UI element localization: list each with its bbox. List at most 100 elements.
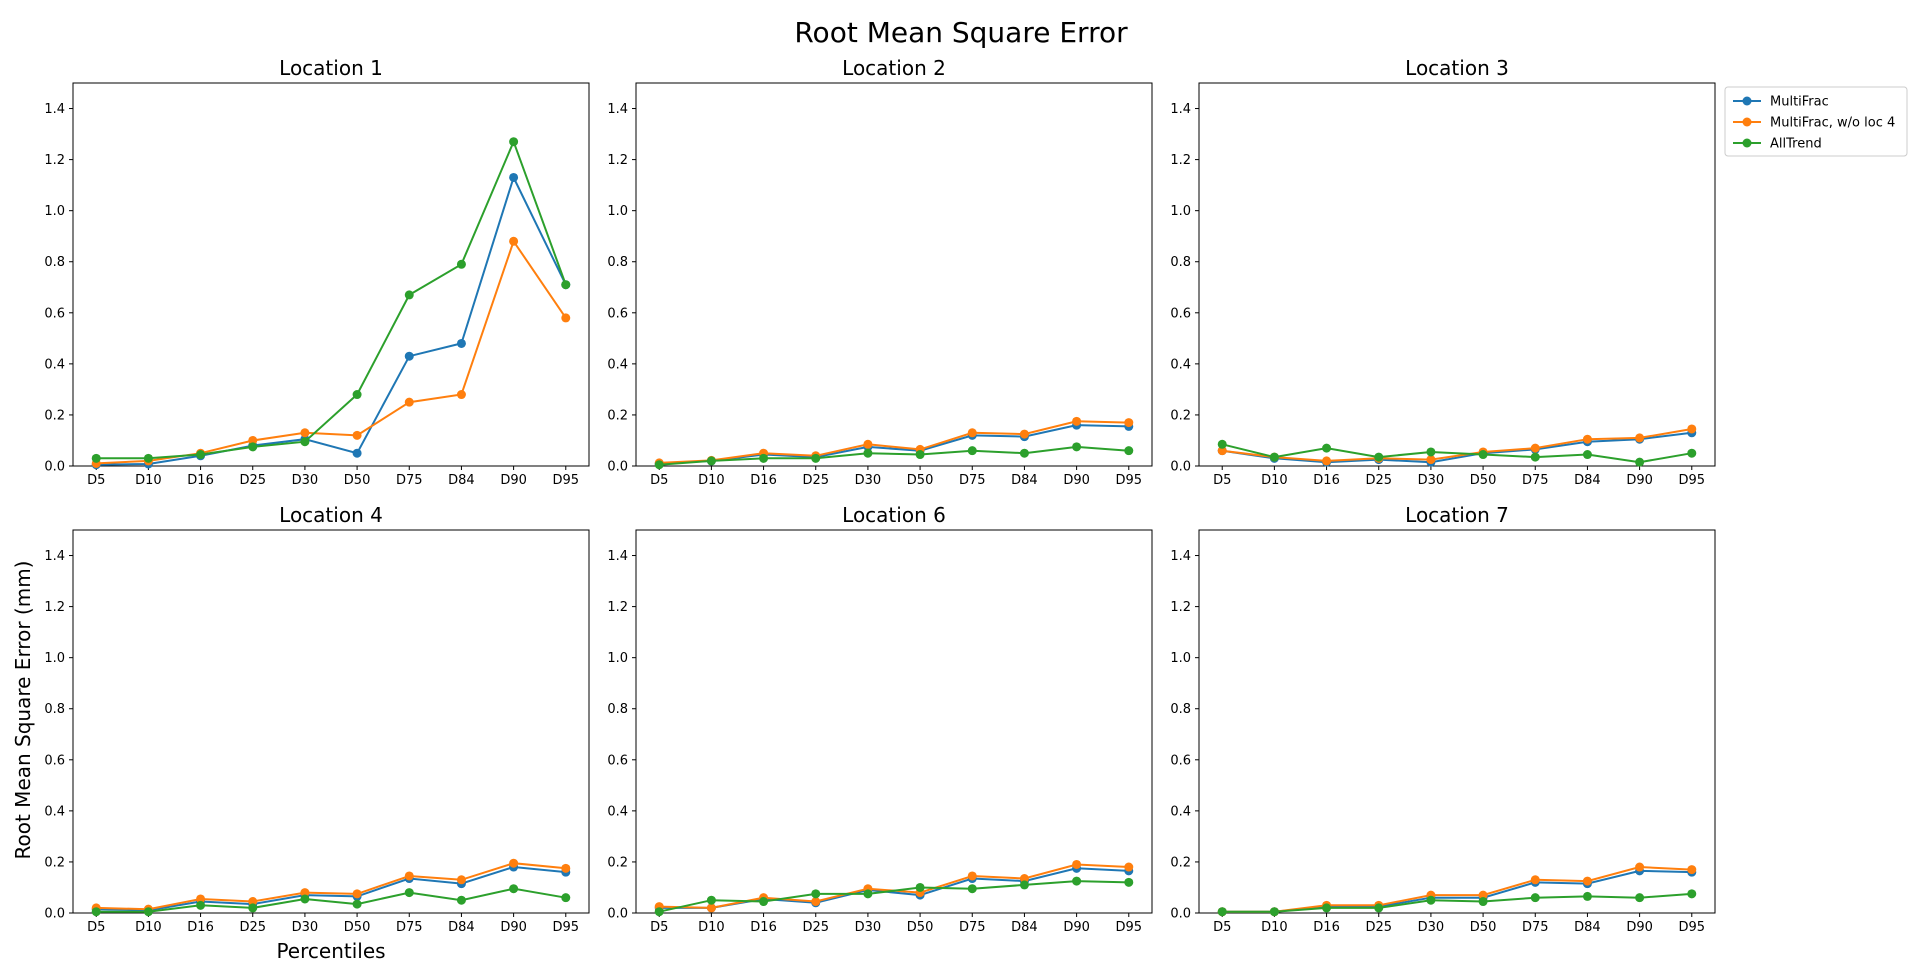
panel-3: Location 3 0.0 0.2 0.4 0.6 0.8 1.0 1.2 1.4 D5 D10 D… [1170,56,1716,488]
panel-5-series-multifrac-w-o-loc-4-point [706,903,716,913]
panel-3-series-alltrend-point [1635,457,1645,467]
panel-6-series-alltrend-line [1222,892,1692,913]
panel-5-series-alltrend-point [1019,880,1029,890]
panel-1-ytick-label: 1.2 [44,153,65,168]
panel-4-series-multifrac-w-o-loc-4-point [300,888,310,898]
panel-1-ytick-label: 0.8 [44,255,65,270]
panel-1-ytick-label: 1.0 [44,204,65,219]
panel-6-series-multifrac-w-o-loc-4-point [1687,865,1697,875]
panel-4-series-alltrend-point [561,893,571,903]
panel-5-series-alltrend-point [1072,876,1082,886]
panel-2-ytick-label: 1.0 [607,204,628,219]
panel-1-series-multifrac-line [96,174,567,466]
panel-1-xtick-label: D30 [292,473,319,488]
panel-3-ytick-label: 1.2 [1170,153,1191,168]
panel-6-series-multifrac [1217,866,1697,917]
panel-4-xtick-label: D25 [239,920,266,935]
panel-1-ytick-label: 0.2 [44,408,65,423]
panel-3-series-multifrac-w-o-loc-4-point [1635,433,1645,443]
panel-5-xtick-label: D5 [650,920,668,935]
panel-6-xtick-label: D50 [1470,920,1497,935]
panel-6-frame [1198,529,1716,914]
panel-2-series-alltrend-point [654,460,664,470]
panel-6-ytick-label: 0.0 [1170,907,1191,922]
panel-2-series-alltrend-line [659,445,1129,466]
panel-2-ytick-label: 0.6 [607,306,628,321]
panel-2: Location 2 0.0 0.2 0.4 0.6 0.8 1.0 1.2 1.4 D5 D10 D… [607,56,1153,488]
panel-1-series-multifrac-point [352,448,362,458]
panel-3-xtick-label: D50 [1470,473,1497,488]
panel-3-series-alltrend-point [1478,450,1488,460]
panel-1-xtick-label: D90 [500,473,527,488]
panel-5-series-multifrac-line [659,867,1129,909]
panel-3-series-alltrend-line [1221,443,1692,464]
panel-6-series-alltrend-point [1269,907,1279,917]
panel-5-xtick-label: D75 [959,920,986,935]
panel-2-xtick-label: D50 [907,473,934,488]
panel-4-series-multifrac-w-o-loc-4-point [352,889,362,899]
panel-1-series-alltrend-point [404,290,414,300]
panel-6-xtick-label: D10 [1261,920,1288,935]
panel-3-ytick-label: 1.0 [1170,204,1191,219]
panel-6-xtick-label: D90 [1626,920,1653,935]
panel-3-series-multifrac-line [1222,431,1692,464]
panel-5-ytick-label: 1.4 [607,549,628,564]
panel-4-series-multifrac-w-o-loc-4 [91,858,571,914]
panel-3-series-multifrac-w-o-loc-4-point [1322,456,1332,466]
panel-2-series-alltrend-point [1072,442,1082,452]
panel-5-xtick-label: D95 [1115,920,1142,935]
panel-1-series-multifrac-w-o-loc-4-point [352,430,362,440]
panel-4-series-alltrend-point [404,888,414,898]
panel-3-series-multifrac-w-o-loc-4-point [1687,424,1697,434]
panel-2-ytick-label: 1.4 [607,102,628,117]
panel-4: Location 4 0.0 0.2 0.4 0.6 0.8 1.0 1.2 1.4 D5 D10 D… [44,503,590,935]
panel-3-series-multifrac-w-o-loc-4-point [1217,446,1227,456]
panel-3-series-alltrend-point [1582,450,1592,460]
panel-2-xtick-label: D75 [959,473,986,488]
panel-3-xtick-label: D90 [1626,473,1653,488]
panel-6-series-multifrac-w-o-loc-4-point [1635,862,1645,872]
panel-5-ytick-label: 0.2 [607,855,628,870]
panel-6-series-multifrac-line [1222,869,1692,913]
panel-6-series-alltrend-point [1374,903,1384,913]
panel-4-series-alltrend-point [300,894,310,904]
panel-2-series-multifrac-w-o-loc-4-point [967,428,977,438]
panel-5-series-alltrend-point [915,882,925,892]
panel-1-ytick-label: 0.4 [44,357,65,372]
panel-5-series-alltrend [654,876,1134,917]
panel-4-xtick-label: D5 [87,920,105,935]
panel-1-series-alltrend-point [143,453,153,463]
panel-6-series-alltrend-point [1687,889,1697,899]
subplots: Location 1 0.0 0.2 0.4 0.6 0.8 1.0 1.2 1.4 D5 D10 D… [44,56,1716,935]
panel-4-series-alltrend-point [143,907,153,917]
panel-2-series-multifrac-w-o-loc-4-point [1019,429,1029,439]
panel-6-ytick-label: 1.0 [1170,651,1191,666]
panel-3-series-multifrac-w-o-loc-4-point [1426,455,1436,465]
panel-1-xtick-label: D5 [87,473,105,488]
panel-3-series-alltrend-point [1217,439,1227,449]
panel-3-series-alltrend-point [1374,452,1384,462]
y-axis-label: Root Mean Square Error (mm) [11,561,35,860]
panel-1-title: Location 1 [279,56,383,80]
panel-3-title: Location 3 [1405,56,1509,80]
panel-2-ytick-label: 0.0 [607,460,628,475]
panel-1-xtick-label: D25 [239,473,266,488]
panel-5-series-alltrend-line [658,880,1129,913]
panel-6-series-alltrend [1217,889,1697,917]
panel-1-series-multifrac-w-o-loc-4-point [509,236,519,246]
panel-6-xtick-label: D16 [1313,920,1340,935]
panel-6: Location 7 0.0 0.2 0.4 0.6 0.8 1.0 1.2 1.4 D5 D10 D… [1170,503,1716,935]
panel-1-series-multifrac-w-o-loc-4 [91,236,571,468]
panel-4-series-alltrend-point [91,907,101,917]
panel-4-series-multifrac-w-o-loc-4-point [509,858,519,868]
panel-6-ytick-label: 0.6 [1170,753,1191,768]
x-axis-label: Percentiles [276,939,385,963]
legend-label: AllTrend [1770,137,1822,152]
panel-4-xtick-label: D30 [292,920,319,935]
panel-4-ytick-label: 1.0 [44,651,65,666]
panel-5-series-multifrac-w-o-loc-4-point [967,871,977,881]
panel-5-xtick-label: D90 [1063,920,1090,935]
panel-6-xtick-label: D5 [1213,920,1231,935]
panel-3-ytick-label: 0.0 [1170,460,1191,475]
panel-5-series-multifrac-w-o-loc-4-point [1124,862,1134,872]
